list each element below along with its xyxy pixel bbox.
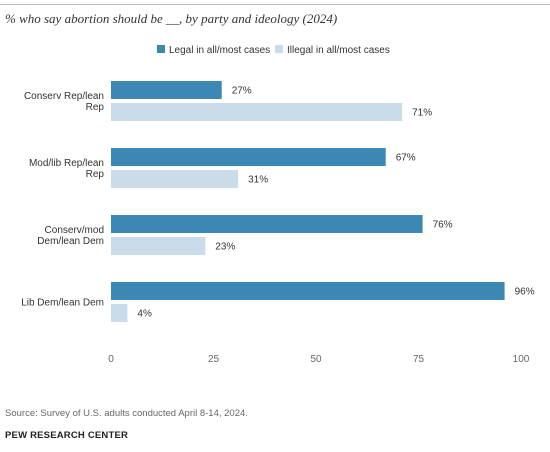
value-label-legal-3: 76% <box>433 220 453 231</box>
value-label-legal-4: 96% <box>515 287 535 298</box>
bar-legal-4 <box>111 282 505 300</box>
category-label-2: Mod/lib Rep/lean Rep <box>29 158 104 180</box>
top-rule <box>0 4 550 5</box>
x-tick-label-100: 100 <box>513 354 530 365</box>
value-label-illegal-1: 71% <box>412 108 432 119</box>
source-note: Source: Survey of U.S. adults conducted … <box>5 408 248 419</box>
bar-illegal-3 <box>111 237 206 255</box>
value-label-illegal-3: 23% <box>215 242 235 253</box>
legend-swatch-illegal <box>275 45 283 53</box>
value-label-illegal-4: 4% <box>137 309 152 320</box>
bar-illegal-2 <box>111 170 239 188</box>
x-tick-label-0: 0 <box>108 354 114 365</box>
category-label-3: Conserv/mod Dem/lean Dem <box>37 225 104 247</box>
value-label-legal-2: 67% <box>396 153 416 164</box>
bar-legal-1 <box>111 81 222 99</box>
chart-title: % who say abortion should be __, by part… <box>5 11 338 26</box>
legend-label-legal: Legal in all/most cases <box>169 45 270 56</box>
x-tick-label-75: 75 <box>413 354 425 365</box>
x-tick-label-25: 25 <box>208 354 220 365</box>
value-label-legal-1: 27% <box>232 86 252 97</box>
pew-research-center-logo: PEW RESEARCH CENTER <box>5 430 129 441</box>
bar-legal-2 <box>111 148 386 166</box>
bar-illegal-4 <box>111 304 128 322</box>
category-label-1: Conserv Rep/lean Rep <box>24 91 104 113</box>
bars: 27% 71% Conserv Rep/lean Rep 67% 31% Mod/lib R… <box>21 81 535 322</box>
category-label-4: Lib Dem/lean Dem <box>21 298 104 309</box>
legend-swatch-legal <box>157 45 165 53</box>
bar-illegal-1 <box>111 103 403 121</box>
legend-label-illegal: Illegal in all/most cases <box>287 45 390 56</box>
x-axis: 0 25 50 75 100 <box>108 354 530 365</box>
bar-legal-3 <box>111 215 423 233</box>
legend: Legal in all/most cases Illegal in all/mo… <box>157 45 390 56</box>
x-tick-label-50: 50 <box>310 354 322 365</box>
value-label-illegal-2: 31% <box>248 175 268 186</box>
